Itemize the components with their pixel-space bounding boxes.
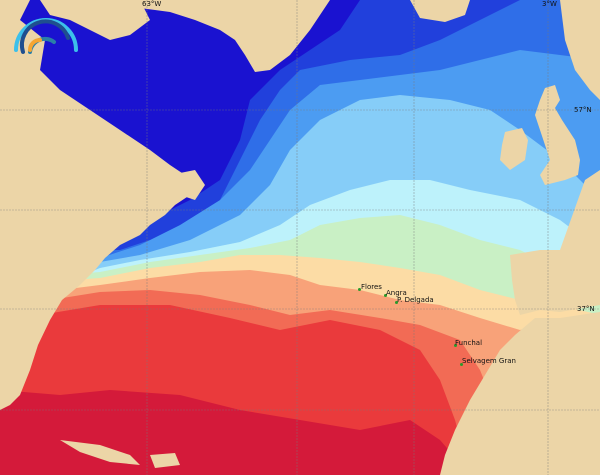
grid-label-3w: 3°W (542, 0, 557, 8)
land-cuba (60, 440, 140, 465)
grid-label-57n: 57°N (574, 106, 592, 114)
grid-label-37n: 37°N (577, 305, 595, 313)
land-greenland (120, 0, 330, 72)
land-newfoundland (170, 170, 205, 200)
land-iberia (510, 250, 600, 315)
place-flores[interactable]: Flores (361, 283, 382, 291)
place-marker[interactable] (460, 363, 463, 366)
place-funchal[interactable]: Funchal (455, 339, 483, 347)
place-marker[interactable] (358, 288, 361, 291)
place-angra[interactable]: Angra (386, 289, 407, 297)
land-africa (440, 312, 600, 475)
land-baffin (40, 0, 150, 40)
place-p-delgada[interactable]: P. Delgada (397, 296, 434, 304)
land-hispaniola (150, 453, 180, 468)
place-marker[interactable] (454, 344, 457, 347)
place-selvagem-gran[interactable]: Selvagem Gran (462, 357, 516, 365)
land-north-america (0, 0, 190, 410)
place-marker[interactable] (395, 301, 398, 304)
land-ireland (500, 128, 528, 170)
land-scandinavia (560, 0, 600, 100)
grid-label-63w: 63°W (142, 0, 162, 8)
wave-rainbow-logo (14, 18, 78, 54)
land-iceland (410, 0, 470, 22)
place-marker[interactable] (384, 294, 387, 297)
